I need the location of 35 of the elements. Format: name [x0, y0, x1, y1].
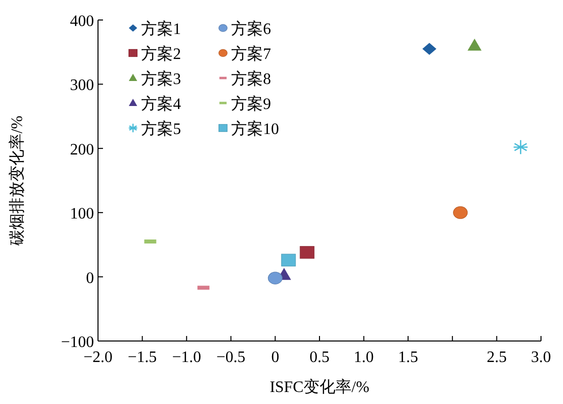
x-tick-label: −0.5 — [216, 349, 246, 366]
y-tick-label: 200 — [70, 141, 94, 158]
point — [268, 272, 282, 284]
y-tick-label: 100 — [70, 206, 94, 223]
legend-label: 方案1 — [141, 20, 181, 38]
x-tick-label: 1.0 — [354, 349, 374, 366]
x-tick-label: −1.5 — [128, 349, 157, 366]
legend-label: 方案7 — [231, 45, 271, 63]
x-tick-label: 2.5 — [486, 349, 507, 366]
y-tick-label: −100 — [60, 334, 94, 351]
legend-label: 方案3 — [141, 70, 181, 88]
point — [512, 139, 528, 155]
y-tick-label: 400 — [70, 13, 94, 30]
point — [281, 254, 296, 266]
y-tick-label: 300 — [70, 77, 94, 94]
y-axis-title: 碳烟排放变化率/% — [8, 116, 26, 246]
x-axis-title: ISFC变化率/% — [270, 378, 370, 396]
point — [468, 38, 482, 51]
x-tick-label: 3.0 — [531, 349, 551, 366]
x-tick-label: −2.0 — [83, 349, 113, 366]
legend-label: 方案4 — [141, 95, 181, 113]
legend-label: 方案5 — [141, 120, 181, 138]
legend-label: 方案8 — [231, 70, 271, 88]
x-tick-label: 0.5 — [310, 349, 330, 366]
point — [422, 42, 436, 55]
y-tick-label: 0 — [86, 270, 94, 287]
legend-label: 方案2 — [141, 45, 181, 63]
point — [300, 246, 314, 259]
legend-label: 方案6 — [231, 20, 271, 38]
x-tick-label: 1.5 — [398, 349, 418, 366]
legend-label: 方案10 — [231, 120, 279, 138]
x-tick-label: −1.0 — [172, 349, 202, 366]
x-tick-label: 0 — [271, 349, 280, 366]
point — [453, 206, 468, 219]
legend-label: 方案9 — [231, 95, 271, 113]
